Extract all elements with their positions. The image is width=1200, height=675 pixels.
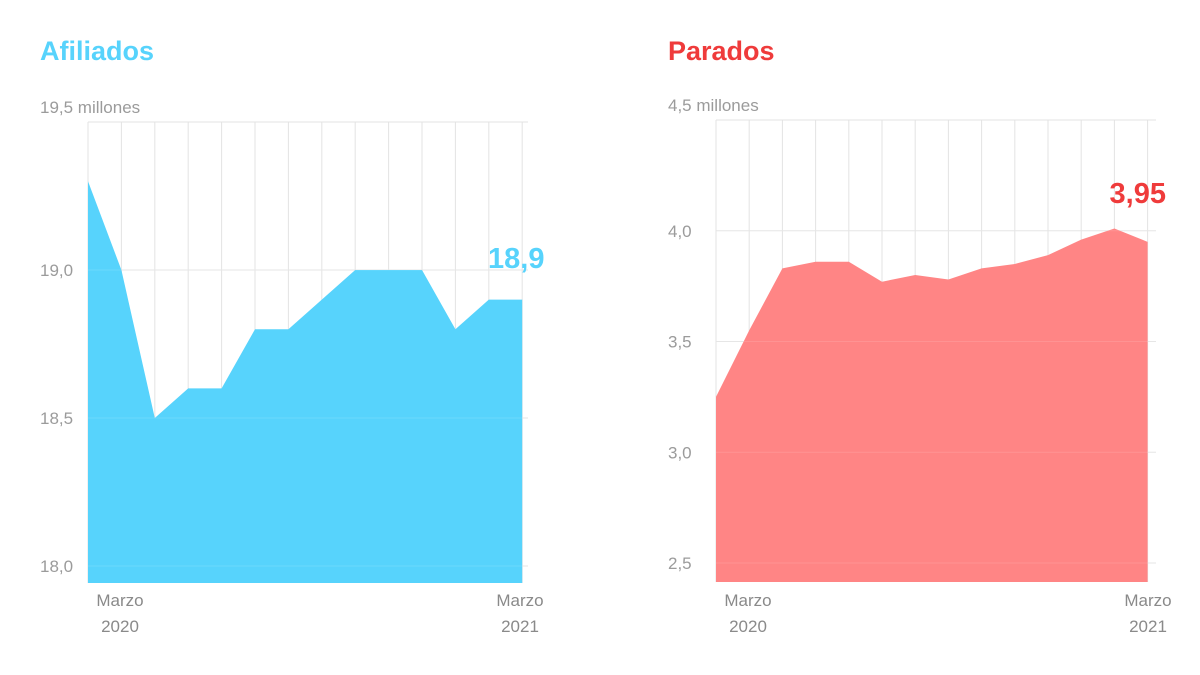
- x-tick-label-year: 2021: [1129, 617, 1167, 636]
- x-tick-label-month: Marzo: [724, 591, 771, 610]
- x-tick-label-month: Marzo: [96, 591, 143, 610]
- area-series: [88, 181, 523, 583]
- end-value-label: 18,9: [488, 243, 544, 275]
- y-tick-label: 2,5: [668, 554, 692, 573]
- chart-title: Afiliados: [40, 36, 154, 66]
- parados-chart: Parados 2,5 3,0 3,5 4,0 4,5 millones 3,95 Marzo…: [668, 36, 1172, 636]
- x-tick-label-month: Marzo: [496, 591, 543, 610]
- x-tick-label-year: 2021: [501, 617, 539, 636]
- afiliados-chart: Afiliados 18,0 18,5 19,0 19,5 millones 18,9 Ma…: [40, 36, 544, 636]
- y-tick-label: 18,0: [40, 557, 73, 576]
- chart-title: Parados: [668, 36, 775, 66]
- y-tick-label: 3,0: [668, 443, 692, 462]
- y-tick-label: 4,5 millones: [668, 96, 759, 115]
- y-tick-label: 18,5: [40, 409, 73, 428]
- y-tick-label: 3,5: [668, 333, 692, 352]
- y-tick-label: 19,5 millones: [40, 98, 140, 117]
- x-tick-label-year: 2020: [101, 617, 139, 636]
- area-series: [716, 228, 1148, 582]
- y-tick-label: 4,0: [668, 222, 692, 241]
- end-value-label: 3,95: [1110, 178, 1166, 210]
- x-tick-label-month: Marzo: [1124, 591, 1171, 610]
- y-tick-label: 19,0: [40, 261, 73, 280]
- x-tick-label-year: 2020: [729, 617, 767, 636]
